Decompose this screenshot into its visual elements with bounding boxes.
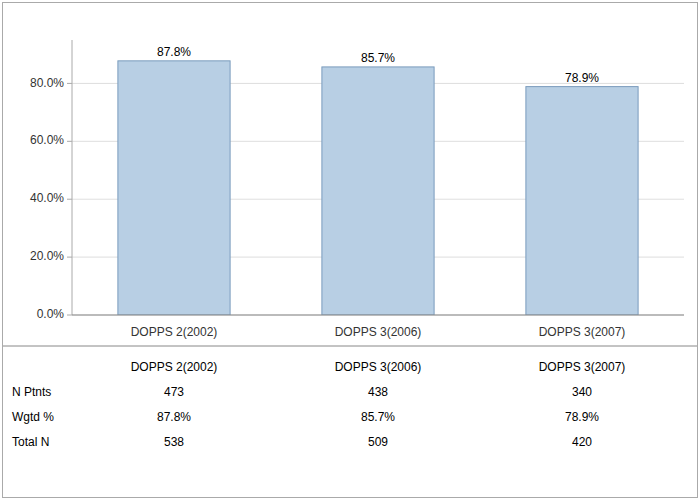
y-tick — [67, 257, 72, 258]
x-axis-line — [72, 315, 684, 316]
x-tick-label: DOPPS 3(2006) — [335, 325, 422, 339]
y-tick-label: 40.0% — [30, 191, 64, 205]
table-cell: 438 — [368, 385, 388, 399]
y-tick-label: 80.0% — [30, 76, 64, 90]
bar — [118, 61, 230, 315]
y-tick — [67, 141, 72, 142]
table: DOPPS 2(2002) DOPPS 3(2006) DOPPS 3(2007) N… — [12, 360, 625, 449]
x-tick-label: DOPPS 3(2007) — [539, 325, 626, 339]
table-row-label: Wgtd % — [12, 410, 54, 424]
chart-svg: 0.0%20.0%40.0%60.0%80.0%87.8%85.7%78.9%D… — [0, 0, 700, 500]
table-header: DOPPS 3(2007) — [539, 360, 626, 374]
data-label: 87.8% — [157, 45, 191, 59]
bar — [322, 67, 434, 315]
grid-line — [72, 315, 684, 316]
table-cell: 87.8% — [157, 410, 191, 424]
y-tick — [67, 315, 72, 316]
chart-container: 0.0%20.0%40.0%60.0%80.0%87.8%85.7%78.9%D… — [0, 0, 700, 500]
table-cell: 473 — [164, 385, 184, 399]
table-cell: 538 — [164, 435, 184, 449]
y-tick-label: 20.0% — [30, 249, 64, 263]
y-tick — [67, 83, 72, 84]
bars — [118, 61, 638, 315]
x-tick-labels: DOPPS 2(2002) DOPPS 3(2006) DOPPS 3(2007) — [131, 325, 626, 339]
data-labels: 87.8% 85.7% 78.9% — [157, 45, 599, 85]
table-row-label: Total N — [12, 435, 49, 449]
table-cell: 509 — [368, 435, 388, 449]
data-label: 85.7% — [361, 51, 395, 65]
x-tick-label: DOPPS 2(2002) — [131, 325, 218, 339]
y-tick-label: 0.0% — [37, 307, 65, 321]
figure-border — [3, 3, 698, 498]
table-separator — [3, 346, 697, 347]
y-tick-label: 60.0% — [30, 133, 64, 147]
bar — [526, 87, 638, 315]
table-header: DOPPS 2(2002) — [131, 360, 218, 374]
data-label: 78.9% — [565, 71, 599, 85]
table-cell: 420 — [572, 435, 592, 449]
y-axis-line — [72, 40, 73, 315]
table-cell: 340 — [572, 385, 592, 399]
table-cell: 85.7% — [361, 410, 395, 424]
table-row-label: N Ptnts — [12, 385, 51, 399]
table-cell: 78.9% — [565, 410, 599, 424]
table-header: DOPPS 3(2006) — [335, 360, 422, 374]
y-tick — [67, 199, 72, 200]
